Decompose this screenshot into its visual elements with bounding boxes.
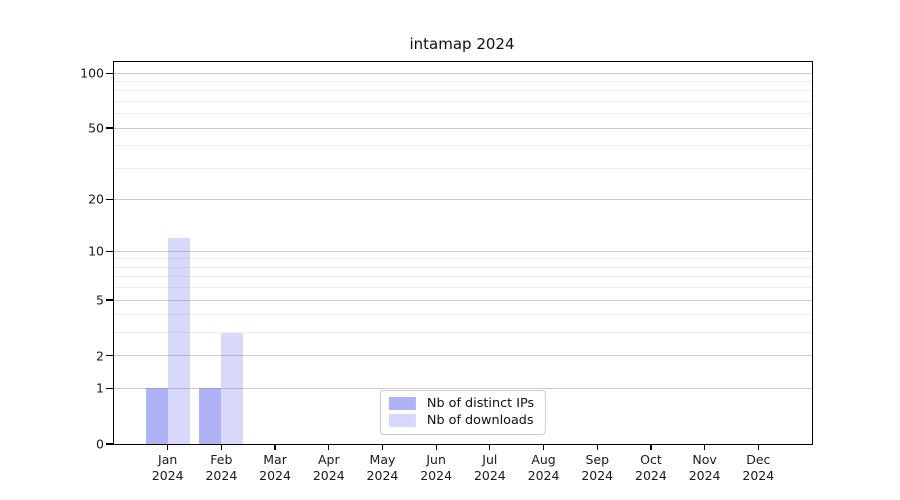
x-tick-month: Sep <box>585 452 609 467</box>
x-tick-label: Sep 2024 <box>581 452 613 484</box>
x-tick-month: Jul <box>482 452 498 467</box>
y-tick-label: 5 <box>96 292 104 308</box>
x-tick-year: 2024 <box>581 468 614 483</box>
legend-label-distinct-ips: Nb of distinct IPs <box>426 396 535 411</box>
x-tick-label: Aug 2024 <box>528 452 560 484</box>
bar-jan-downloads <box>167 237 190 444</box>
minor-gridline <box>114 145 812 147</box>
x-tick-month: Feb <box>210 452 233 467</box>
x-tick-year: 2024 <box>366 468 399 483</box>
x-tick <box>381 444 384 450</box>
minor-gridline <box>114 287 812 289</box>
x-tick <box>650 444 652 450</box>
x-tick-year: 2024 <box>312 468 345 483</box>
major-gridline <box>114 127 812 129</box>
x-tick-year: 2024 <box>151 468 184 483</box>
x-tick-label: Feb 2024 <box>205 452 237 484</box>
x-tick <box>435 444 437 450</box>
x-tick-month: Dec <box>746 452 771 467</box>
minor-gridline <box>114 314 812 316</box>
x-tick-month: Mar <box>263 452 287 467</box>
x-tick-month: Jun <box>426 452 446 467</box>
minor-gridline <box>114 276 812 278</box>
major-gridline <box>114 72 812 74</box>
x-tick <box>328 444 330 450</box>
x-tick-label: Mar 2024 <box>259 452 291 484</box>
minor-gridline <box>114 266 812 268</box>
x-tick-label: Jul 2024 <box>474 452 506 484</box>
y-tick-label: 100 <box>80 65 104 81</box>
x-tick-month: Oct <box>640 452 662 467</box>
x-tick <box>757 444 759 450</box>
x-tick-year: 2024 <box>205 468 238 483</box>
x-tick-label: Dec 2024 <box>742 452 774 484</box>
x-tick-year: 2024 <box>527 468 560 483</box>
minor-gridline <box>114 258 812 260</box>
y-tick <box>106 443 113 445</box>
x-tick-label: Oct 2024 <box>635 452 667 484</box>
y-tick <box>106 387 113 389</box>
y-tick <box>106 355 113 357</box>
plot-area: 0 1 2 5 10 20 50 100 Jan 2024 Feb 2024 Mar 2024 Apr 202… <box>80 61 813 483</box>
x-tick <box>489 444 491 450</box>
minor-gridline <box>114 90 812 92</box>
major-gridline <box>114 250 812 252</box>
x-tick-label: Jun 2024 <box>420 452 452 484</box>
y-tick <box>106 72 113 74</box>
x-tick-year: 2024 <box>420 468 453 483</box>
x-tick-month: Aug <box>531 452 556 467</box>
y-tick-label: 0 <box>96 436 104 452</box>
x-tick-month: Nov <box>692 452 717 467</box>
x-tick-year: 2024 <box>742 468 775 483</box>
x-tick-label: May 2024 <box>367 452 399 484</box>
x-tick <box>274 444 276 450</box>
y-tick-label: 20 <box>88 191 104 207</box>
x-tick-label: Nov 2024 <box>689 452 721 484</box>
bar-feb-downloads <box>221 332 244 444</box>
y-tick <box>106 127 113 129</box>
y-tick <box>106 250 113 252</box>
x-tick-year: 2024 <box>635 468 667 483</box>
x-tick-month: Jan <box>158 452 178 467</box>
x-tick-label: Apr 2024 <box>313 452 345 484</box>
y-tick-label: 10 <box>88 243 104 259</box>
minor-gridline <box>114 332 812 334</box>
minor-gridline <box>114 81 812 83</box>
legend-item-distinct-ips: Nb of distinct IPs <box>388 396 535 411</box>
x-tick <box>596 444 598 450</box>
y-tick <box>106 299 113 301</box>
y-tick-label: 2 <box>96 348 104 364</box>
legend-item-downloads: Nb of downloads <box>388 413 534 428</box>
bar-jan-distinct-ips <box>145 388 168 444</box>
chart-title: intamap 2024 <box>409 35 515 53</box>
x-tick-label: Jan 2024 <box>152 452 184 484</box>
x-tick <box>542 444 545 450</box>
major-gridline <box>114 299 812 301</box>
legend-label-downloads: Nb of downloads <box>426 413 534 428</box>
major-gridline <box>114 387 812 389</box>
minor-gridline <box>114 167 812 169</box>
minor-gridline <box>114 113 812 115</box>
x-tick-year: 2024 <box>259 468 291 483</box>
x-tick-year: 2024 <box>473 468 506 483</box>
x-tick <box>704 444 706 450</box>
legend-swatch-downloads-icon <box>388 414 416 427</box>
legend-swatch-distinct-ips-icon <box>388 397 416 410</box>
major-gridline <box>114 355 812 357</box>
x-tick-year: 2024 <box>688 468 721 483</box>
legend: Nb of distinct IPs Nb of downloads <box>379 390 547 435</box>
x-tick-month: Apr <box>317 452 340 467</box>
x-tick <box>220 444 222 450</box>
bar-feb-distinct-ips <box>199 388 222 444</box>
y-tick-label: 50 <box>88 120 104 136</box>
minor-gridline <box>114 100 812 102</box>
x-tick <box>167 444 169 450</box>
y-tick <box>106 198 113 200</box>
x-tick-month: May <box>369 452 396 467</box>
y-tick-label: 1 <box>96 380 104 396</box>
major-gridline <box>114 198 812 200</box>
